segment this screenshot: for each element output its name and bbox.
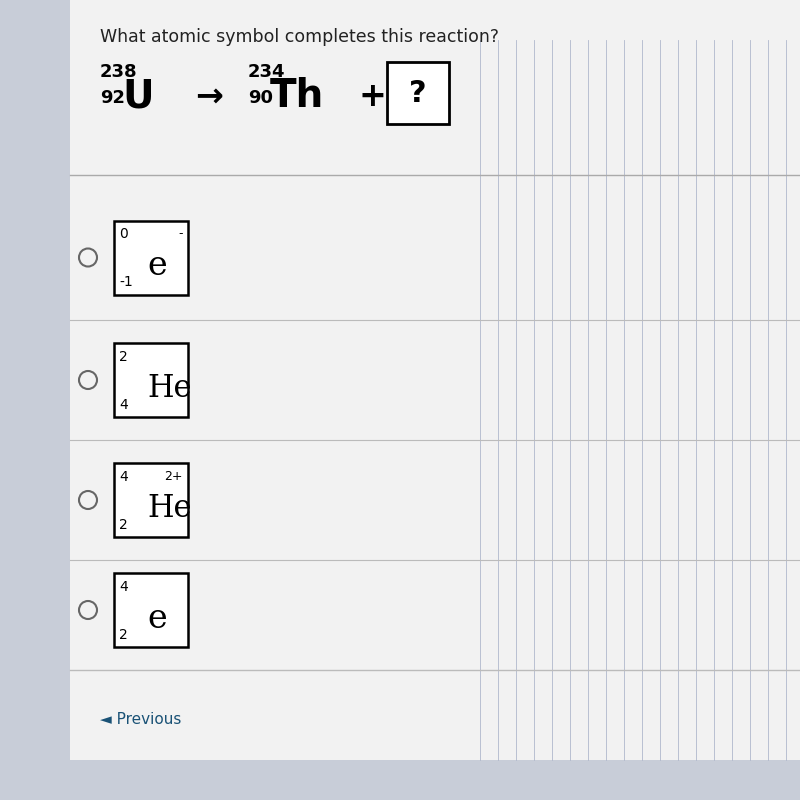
Text: 238: 238 [100,63,138,81]
Text: ?: ? [409,78,427,107]
FancyBboxPatch shape [114,463,188,537]
Text: 4: 4 [119,398,128,412]
Text: 4: 4 [119,580,128,594]
Text: 4: 4 [119,470,128,484]
Text: e: e [147,602,167,634]
Text: e: e [147,250,167,282]
Text: U: U [122,77,154,115]
Circle shape [79,371,97,389]
Text: 90: 90 [248,89,273,107]
FancyBboxPatch shape [114,221,188,294]
Text: -1: -1 [119,275,133,290]
Text: 234: 234 [248,63,286,81]
Text: 92: 92 [100,89,125,107]
Text: ◄ Previous: ◄ Previous [100,713,182,727]
Circle shape [79,491,97,509]
Text: He: He [147,493,192,524]
Circle shape [79,601,97,619]
Text: →: → [195,80,223,113]
Text: -: - [178,227,183,241]
Text: Th: Th [270,77,324,115]
Text: +: + [358,80,386,113]
FancyBboxPatch shape [387,62,449,124]
Text: 2+: 2+ [165,470,183,483]
Text: 2: 2 [119,628,128,642]
Text: What atomic symbol completes this reaction?: What atomic symbol completes this reacti… [100,28,499,46]
FancyBboxPatch shape [114,343,188,417]
FancyBboxPatch shape [114,573,188,647]
Text: 0: 0 [119,227,128,242]
Text: 2: 2 [119,350,128,364]
Text: 2: 2 [119,518,128,532]
FancyBboxPatch shape [70,0,800,760]
Circle shape [79,249,97,266]
Text: He: He [147,373,192,404]
